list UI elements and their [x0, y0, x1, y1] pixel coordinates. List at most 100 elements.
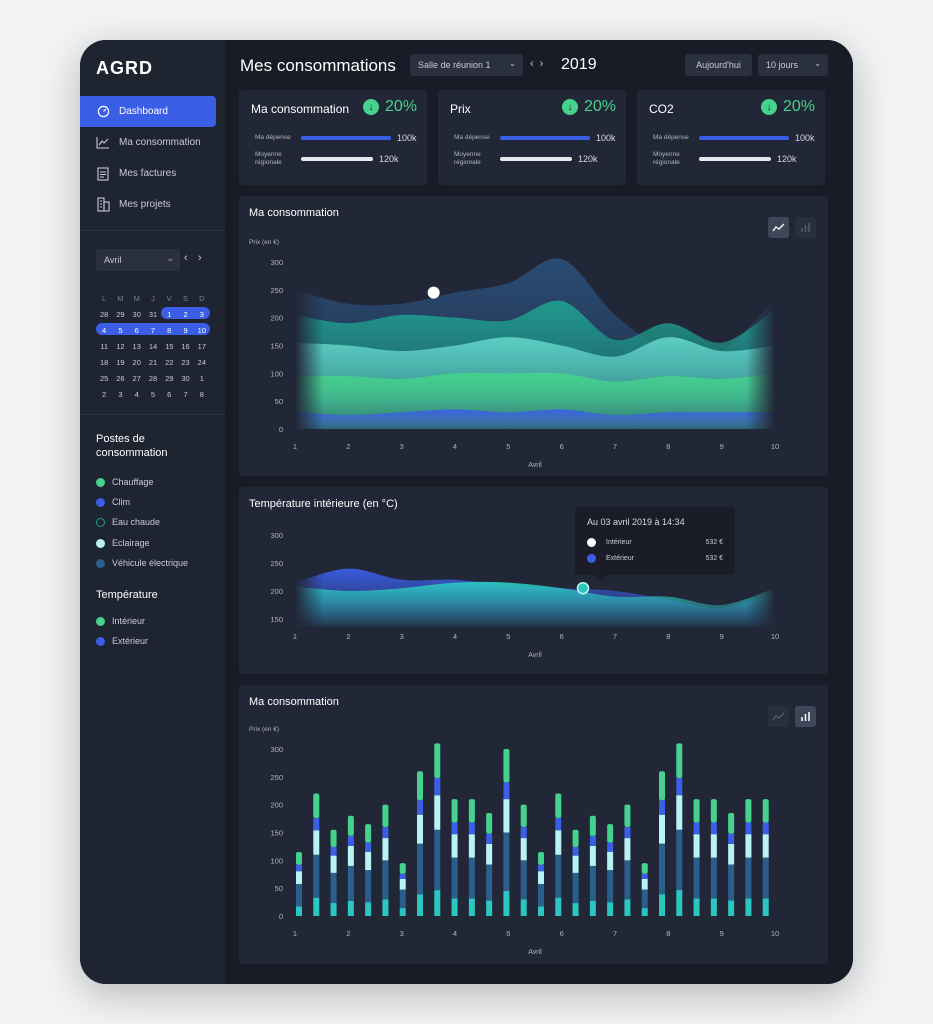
bar-segment[interactable] — [330, 846, 337, 856]
bar-segment[interactable] — [347, 900, 354, 916]
bar-segment[interactable] — [693, 834, 700, 858]
bar-segment[interactable] — [728, 843, 735, 865]
bar-segment[interactable] — [347, 845, 354, 866]
room-select[interactable]: Salle de réunion 1 ⌄ — [410, 54, 523, 76]
bar-segment[interactable] — [572, 829, 579, 847]
bar-segment[interactable] — [451, 857, 458, 899]
bar-segment[interactable] — [417, 814, 423, 844]
bar-segment[interactable] — [417, 800, 423, 815]
bar-segment[interactable] — [710, 799, 717, 823]
bar-segment[interactable] — [538, 851, 544, 865]
bar-segment[interactable] — [555, 897, 562, 916]
bar-segment[interactable] — [468, 834, 475, 858]
hover-point[interactable] — [427, 286, 440, 299]
bar-segment[interactable] — [607, 870, 614, 903]
bar-segment[interactable] — [503, 799, 510, 833]
legend-vehicule-electrique[interactable]: Véhicule électrique — [96, 558, 188, 568]
calendar-day[interactable]: 12 — [116, 341, 125, 351]
bar-segment[interactable] — [538, 864, 544, 872]
calendar-day[interactable]: 6 — [134, 325, 139, 335]
bar-segment[interactable] — [434, 829, 441, 891]
bar-segment[interactable] — [330, 872, 337, 904]
bar-segment[interactable] — [382, 804, 389, 827]
bar-segment[interactable] — [762, 898, 769, 916]
bar-segment[interactable] — [624, 860, 631, 900]
bar-segment[interactable] — [641, 889, 648, 909]
legend-chauffage[interactable]: Chauffage — [96, 477, 153, 487]
calendar-day[interactable]: 16 — [181, 341, 190, 351]
bar-segment[interactable] — [624, 838, 631, 861]
calendar-day[interactable]: 29 — [165, 373, 174, 383]
bar-segment[interactable] — [520, 826, 527, 839]
bar-segment[interactable] — [365, 842, 372, 852]
bar-segment[interactable] — [676, 743, 683, 778]
bar-segment[interactable] — [728, 833, 735, 844]
bar-segment[interactable] — [641, 908, 648, 916]
calendar-day[interactable]: 21 — [148, 357, 158, 367]
legend-clim[interactable]: Clim — [96, 497, 130, 507]
bar-segment[interactable] — [693, 898, 700, 916]
range-select[interactable]: 10 jours ⌄ — [758, 54, 828, 76]
calendar-day[interactable]: 30 — [132, 309, 141, 319]
bar-segment[interactable] — [676, 829, 683, 891]
calendar-day[interactable]: 13 — [132, 341, 141, 351]
bar-segment[interactable] — [589, 845, 596, 866]
bar-segment[interactable] — [434, 795, 441, 830]
bar-segment[interactable] — [589, 835, 596, 846]
calendar-day[interactable]: 18 — [99, 357, 109, 367]
bar-segment[interactable] — [745, 857, 752, 899]
bar-segment[interactable] — [728, 900, 735, 916]
month-select[interactable]: Avril ⌄ — [96, 249, 180, 271]
bar-segment[interactable] — [762, 857, 769, 899]
calendar-day[interactable]: 5 — [118, 325, 123, 335]
bar-segment[interactable] — [365, 902, 372, 916]
bar-segment[interactable] — [503, 749, 510, 783]
bar-segment[interactable] — [382, 860, 389, 900]
bar-segment[interactable] — [555, 830, 562, 855]
calendar-day[interactable]: 30 — [181, 373, 190, 383]
bar-segment[interactable] — [555, 854, 562, 898]
bar-segment[interactable] — [365, 870, 372, 903]
bar-segment[interactable] — [676, 890, 683, 916]
bar-segment[interactable] — [382, 899, 389, 916]
bar-segment[interactable] — [538, 883, 544, 907]
calendar-day[interactable]: 3 — [118, 389, 123, 399]
sidebar-item-mes-projets[interactable]: Mes projets — [80, 189, 225, 220]
bar-segment[interactable] — [745, 822, 752, 835]
calendar-day[interactable]: 28 — [148, 373, 158, 383]
bar-segment[interactable] — [745, 799, 752, 823]
bar-segment[interactable] — [486, 833, 493, 844]
bar-segment[interactable] — [728, 813, 735, 834]
calendar-day[interactable]: 4 — [102, 325, 107, 335]
calendar-next-button[interactable]: › — [198, 252, 202, 264]
calendar-day[interactable]: 8 — [199, 389, 204, 399]
bar-segment[interactable] — [520, 899, 527, 916]
calendar-day[interactable]: 20 — [132, 357, 141, 367]
bar-segment[interactable] — [555, 818, 562, 831]
bar-segment[interactable] — [555, 793, 562, 819]
calendar-day[interactable]: 15 — [165, 341, 174, 351]
bar-segment[interactable] — [676, 777, 683, 796]
bar-segment[interactable] — [486, 900, 493, 916]
calendar-day[interactable]: 19 — [116, 357, 125, 367]
bar-segment[interactable] — [503, 832, 510, 891]
bar-segment[interactable] — [296, 851, 302, 865]
legend-eclairage[interactable]: Eclairage — [96, 538, 150, 548]
calendar-day[interactable]: 10 — [197, 325, 206, 335]
bar-segment[interactable] — [659, 800, 665, 815]
calendar-day[interactable]: 28 — [99, 309, 109, 319]
bar-segment[interactable] — [296, 864, 302, 872]
calendar-day[interactable]: 1 — [167, 309, 172, 319]
bar-segment[interactable] — [451, 898, 458, 916]
calendar-day[interactable]: 23 — [181, 357, 190, 367]
bar-segment[interactable] — [399, 908, 406, 916]
today-button[interactable]: Aujourd'hui — [685, 54, 752, 76]
bar-segment[interactable] — [589, 815, 596, 836]
bar-segment[interactable] — [313, 854, 320, 898]
bar-segment[interactable] — [538, 871, 544, 884]
bar-chart-toggle[interactable] — [795, 217, 816, 238]
next-year-button[interactable]: › — [539, 58, 550, 70]
bar-segment[interactable] — [710, 834, 717, 858]
bar-segment[interactable] — [624, 804, 631, 827]
bar-segment[interactable] — [624, 899, 631, 916]
